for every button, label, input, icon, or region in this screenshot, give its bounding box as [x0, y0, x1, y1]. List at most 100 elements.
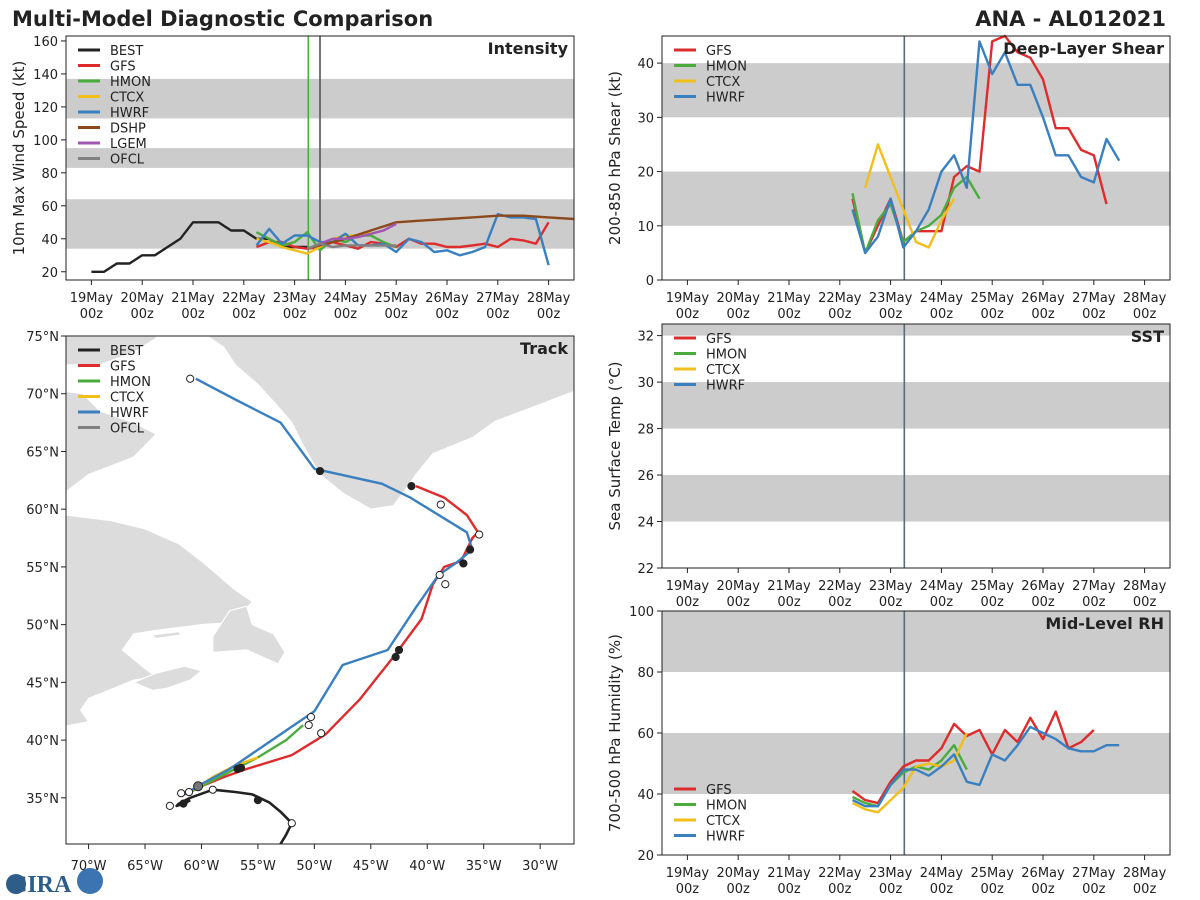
track-marker-hwrf [436, 500, 445, 509]
intensity-panel: 2040608010012014016019May00z20May00z21Ma… [10, 35, 575, 322]
track-marker-hwrf [184, 787, 194, 797]
rh-xtick-label: 00z [1031, 882, 1055, 897]
shear-xtick-label: 00z [981, 307, 1005, 322]
sst-band-2 [662, 324, 1170, 336]
shear-ytick-label: 20 [637, 166, 654, 181]
rh-ytick-label: 80 [637, 666, 654, 681]
sun-icon [77, 868, 103, 894]
figure-title: Multi-Model Diagnostic Comparison [12, 7, 433, 31]
rh-xtick-label: 00z [1082, 882, 1106, 897]
rh-xtick-label: 00z [777, 882, 801, 897]
sst-xtick-label: 00z [828, 595, 852, 610]
sst-ytick-label: 22 [637, 562, 654, 577]
track-marker-hmon [304, 720, 313, 730]
sst-xtick-label: 00z [1082, 595, 1106, 610]
track-xtick-label: 55°W [240, 859, 276, 874]
intensity-xtick-label: 28May [527, 291, 571, 306]
shear-series-hwrf [851, 40, 1121, 255]
track-xtick-label: 70°W [71, 859, 107, 874]
shear-xtick-label: 00z [1082, 307, 1106, 322]
track-marker-hmon [236, 763, 246, 772]
intensity-ytick-label: 120 [33, 101, 58, 116]
shear-xtick-label: 00z [930, 307, 954, 322]
track-marker-gfs [466, 545, 475, 554]
shear-xtick-label: 21May [767, 291, 811, 306]
shear-ytick-label: 10 [637, 220, 654, 235]
rh-xtick-label: 00z [1133, 882, 1157, 897]
shear-title: Deep-Layer Shear [1003, 39, 1164, 58]
rh-series-ctcx [851, 732, 968, 814]
shear-xtick-label: 00z [879, 307, 903, 322]
intensity-xtick-label: 22May [222, 291, 266, 306]
shear-xtick-label: 19May [666, 291, 710, 306]
intensity-legend-label-dshp: DSHP [110, 122, 146, 137]
track-xtick-label: 45°W [353, 859, 389, 874]
rh-xtick-label: 00z [676, 882, 700, 897]
sst-ytick-label: 32 [637, 330, 654, 345]
sst-legend-label-ctcx: CTCX [706, 363, 740, 378]
track-marker-hwrf [186, 374, 195, 383]
shear-legend-label-hmon: HMON [706, 60, 747, 75]
shear-xtick-label: 00z [1133, 307, 1157, 322]
intensity-xtick-label: 24May [324, 291, 368, 306]
shear-legend-label-gfs: GFS [706, 44, 732, 59]
land-mass-0 [65, 514, 254, 727]
sst-ytick-label: 30 [637, 376, 654, 391]
shear-xtick-label: 28May [1123, 291, 1167, 306]
intensity-ylabel: 10m Max Wind Speed (kt) [10, 61, 28, 256]
track-xtick-label: 35°W [466, 859, 502, 874]
intensity-legend-label-best: BEST [110, 44, 143, 59]
rh-band-0 [662, 733, 1170, 794]
sst-xtick-label: 26May [1021, 579, 1065, 594]
rh-series-hwrf [851, 725, 1120, 808]
shear-ytick-label: 40 [637, 57, 654, 72]
track-marker-gfs [317, 729, 326, 738]
sst-xtick-label: 00z [879, 595, 903, 610]
shear-xtick-label: 00z [1031, 307, 1055, 322]
track-legend-label-best: BEST [110, 344, 143, 359]
track-ytick-label: 35°N [26, 792, 59, 807]
intensity-xtick-label: 21May [171, 291, 215, 306]
sst-ylabel: Sea Surface Temp (°C) [606, 361, 624, 530]
land-mass-3 [205, 335, 575, 510]
globe-icon [6, 874, 26, 894]
intensity-xtick-label: 00z [283, 307, 307, 322]
track-marker-hwrf [306, 712, 316, 722]
rh-xtick-label: 00z [930, 882, 954, 897]
rh-xtick-label: 20May [716, 866, 760, 881]
sst-xtick-label: 00z [981, 595, 1005, 610]
sst-xtick-label: 00z [1133, 595, 1157, 610]
track-legend-label-hmon: HMON [110, 375, 151, 390]
shear-xtick-label: 26May [1021, 291, 1065, 306]
track-marker-best [253, 796, 263, 805]
rh-xtick-label: 23May [869, 866, 913, 881]
rh-legend-label-hwrf: HWRF [706, 830, 745, 845]
track-marker-best [165, 801, 174, 811]
sst-xtick-label: 28May [1123, 579, 1167, 594]
sst-frame [661, 323, 1171, 569]
track-marker-ofcl [193, 781, 204, 792]
rh-legend-label-hmon: HMON [706, 799, 747, 814]
intensity-legend-label-lgem: LGEM [110, 137, 147, 152]
rh-xtick-label: 19May [666, 866, 710, 881]
sst-xtick-label: 27May [1072, 579, 1116, 594]
track-ytick-label: 45°N [26, 676, 59, 691]
intensity-ytick-label: 60 [41, 200, 58, 215]
intensity-xtick-label: 00z [537, 307, 561, 322]
land-mass-4 [212, 605, 286, 665]
intensity-xtick-label: 27May [476, 291, 520, 306]
track-marker-gfs [391, 652, 400, 662]
shear-band-1 [662, 63, 1170, 118]
sst-xtick-label: 20May [716, 579, 760, 594]
sst-xtick-label: 19May [666, 579, 710, 594]
sst-title: SST [1131, 327, 1164, 346]
intensity-legend-label-gfs: GFS [110, 60, 136, 75]
rh-xtick-label: 27May [1072, 866, 1116, 881]
intensity-xtick-label: 00z [486, 307, 510, 322]
track-ytick-label: 55°N [26, 561, 59, 576]
rh-xtick-label: 22May [818, 866, 862, 881]
sst-band-1 [662, 382, 1170, 429]
intensity-xtick-label: 20May [120, 291, 164, 306]
sst-panel: 22242628303219May00z20May00z21May00z22Ma… [606, 323, 1171, 610]
shear-ytick-label: 30 [637, 111, 654, 126]
